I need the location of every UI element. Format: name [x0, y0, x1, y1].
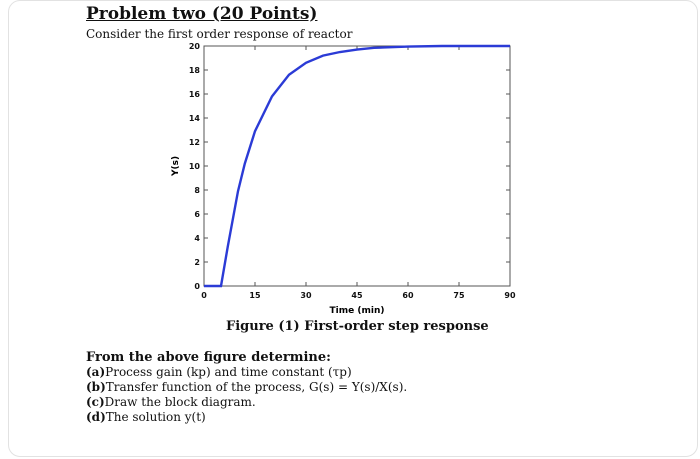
x-tick-label: 60 [402, 291, 414, 300]
question-b: (b)Transfer function of the process, G(s… [86, 380, 407, 395]
y-tick-label: 4 [194, 234, 200, 243]
question-label: (b) [86, 380, 106, 394]
response-curve [204, 44, 510, 288]
page-frame [8, 0, 698, 457]
x-tick-label: 15 [249, 291, 261, 300]
y-tick-label: 20 [189, 42, 201, 51]
x-axis-label: Time (min) [330, 306, 385, 316]
x-tick-label: 90 [504, 291, 516, 300]
x-tick-label: 0 [201, 291, 207, 300]
question-label: (d) [86, 410, 106, 424]
question-c: (c)Draw the block diagram. [86, 395, 407, 410]
question-text: Draw the block diagram. [104, 395, 256, 409]
question-text: The solution y(t) [105, 410, 206, 424]
y-axis-label: Y(s) [171, 156, 181, 177]
figure-caption: Figure (1) First-order step response [226, 319, 489, 334]
question-text: Process gain (kp) and time constant (τp) [105, 365, 352, 379]
x-tick-label: 45 [351, 291, 363, 300]
y-tick-label: 0 [194, 282, 200, 291]
y-tick-label: 18 [189, 66, 201, 75]
question-d: (d)The solution y(t) [86, 410, 407, 425]
x-tick-label: 75 [453, 291, 465, 300]
problem-subtitle: Consider the first order response of rea… [86, 27, 353, 41]
plot-area [203, 45, 511, 287]
questions-intro: From the above figure determine: [86, 350, 331, 365]
question-a: (a)Process gain (kp) and time constant (… [86, 365, 407, 380]
question-label: (a) [86, 365, 106, 379]
y-tick-label: 6 [194, 210, 200, 219]
question-label: (c) [86, 395, 105, 409]
step-response-chart: 0 15 30 45 60 75 90 0 2 4 6 8 10 12 14 16 18 20 Y(s) Time… [171, 42, 516, 316]
y-tick-label: 12 [189, 138, 200, 147]
y-tick-label: 2 [194, 258, 200, 267]
y-tick-label: 16 [189, 90, 201, 99]
y-tick-label: 14 [189, 114, 201, 123]
questions-block: From the above figure determine: (a)Proc… [86, 350, 407, 425]
y-tick-label: 8 [194, 186, 200, 195]
x-tick-label: 30 [300, 291, 312, 300]
problem-title: Problem two (20 Points) [86, 4, 318, 24]
y-tick-label: 10 [189, 162, 201, 171]
question-text: Transfer function of the process, G(s) =… [105, 380, 408, 394]
